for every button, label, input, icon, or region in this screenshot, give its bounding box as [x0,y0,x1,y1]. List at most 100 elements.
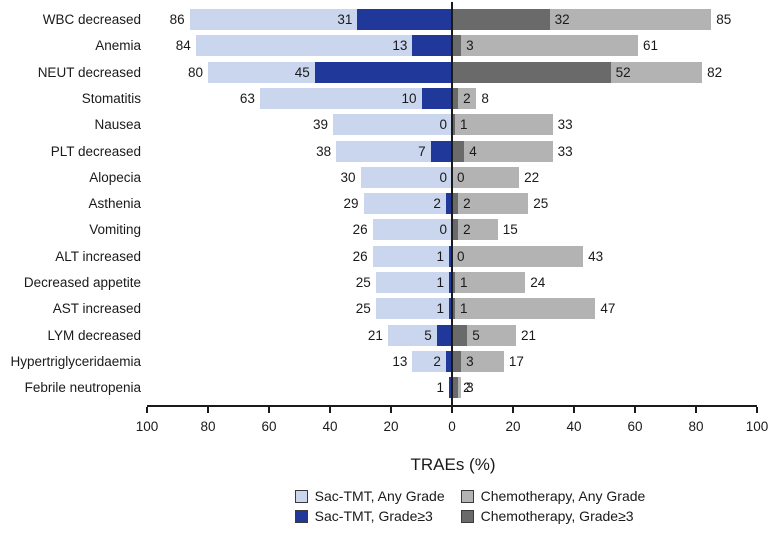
value-label-chemo-grade3: 3 [466,353,474,369]
category-label: Stomatitis [81,90,141,106]
value-label-chemo-grade3: 2 [463,380,471,396]
legend-item-sac-any-grade: Sac-TMT, Any Grade [294,487,445,505]
bar-chemo-grade3 [452,350,462,372]
x-tick-label: 0 [448,419,456,434]
value-label-chemo-any-grade: 25 [533,196,549,212]
bar-chemo-any-grade [452,298,596,320]
value-label-chemo-grade3: 2 [463,222,471,238]
category-label: LYM decreased [47,327,141,343]
value-label-chemo-grade3: 32 [554,12,570,27]
value-label-chemo-any-grade: 15 [502,222,518,238]
x-tick [268,406,270,413]
bar-sac-grade3 [448,272,452,293]
bar-sac-any-grade [375,298,452,320]
value-label-chemo-grade3: 1 [460,301,468,317]
category-label: Febrile neutropenia [24,380,141,396]
value-label-sac-grade3: 1 [436,275,444,290]
value-label-sac-any-grade: 30 [340,169,356,185]
bar-chemo-grade3 [452,272,456,293]
value-label-sac-grade3: 13 [392,38,408,54]
value-label-sac-grade3: 1 [436,301,444,317]
x-tick [512,406,514,413]
bar-sac-any-grade [333,114,452,136]
bar-sac-grade3 [445,193,452,215]
value-label-sac-any-grade: 25 [355,275,371,290]
bar-chemo-any-grade [452,114,553,136]
value-label-sac-grade3: 2 [433,196,441,212]
value-label-sac-grade3: 10 [401,90,417,106]
legend-item-chemo-grade3: Chemotherapy, Grade≥3 [460,507,646,525]
value-label-sac-any-grade: 86 [169,12,185,27]
x-tick-label: 100 [745,419,769,434]
value-label-chemo-any-grade: 61 [643,38,659,54]
value-label-chemo-any-grade: 17 [508,353,524,369]
x-tick-label: 40 [322,419,338,434]
value-label-chemo-any-grade: 3 [466,380,474,396]
bar-sac-any-grade [412,350,452,372]
zero-axis-line [451,2,453,405]
bar-sac-grade3 [448,377,452,399]
bar-chemo-any-grade [452,193,529,215]
legend-swatch-chemo-grade3 [460,509,474,523]
legend-swatch-sac-any-grade [294,489,308,503]
bar-chemo-any-grade [452,140,553,162]
category-label: AST increased [52,301,141,317]
bar-sac-any-grade [195,35,452,57]
value-label-chemo-grade3: 5 [472,327,480,343]
bar-chemo-grade3 [452,140,465,162]
x-tick-label: 60 [627,419,643,434]
category-label: WBC decreased [42,12,141,27]
bar-sac-grade3 [314,61,452,83]
value-label-chemo-grade3: 52 [615,64,631,80]
x-tick [329,406,331,413]
x-tick-label: 80 [688,419,704,434]
bar-chemo-any-grade [452,35,639,57]
bar-sac-grade3 [430,140,452,162]
x-tick-label: 40 [566,419,582,434]
x-tick-label: 20 [505,419,521,434]
x-tick-label: 20 [383,419,399,434]
value-label-chemo-grade3: 1 [460,117,468,133]
value-label-chemo-grade3: 0 [457,248,465,264]
category-label: NEUT decreased [37,64,141,80]
bar-sac-any-grade [360,166,452,188]
category-label: Hypertriglyceridaemia [10,353,141,369]
value-label-chemo-any-grade: 24 [530,275,546,290]
bar-chemo-grade3 [452,377,459,399]
legend-label-chemo-any-grade: Chemotherapy, Any Grade [480,488,646,504]
legend: Sac-TMT, Any Grade Chemotherapy, Any Gra… [160,487,771,525]
legend-label-chemo-grade3: Chemotherapy, Grade≥3 [480,508,634,524]
x-tick [451,406,453,413]
value-label-sac-grade3: 2 [433,353,441,369]
value-label-sac-any-grade: 26 [352,248,368,264]
bar-chemo-grade3 [452,61,611,83]
bar-chemo-grade3 [452,219,459,241]
category-label: Vomiting [89,222,141,238]
value-label-sac-grade3: 5 [424,327,432,343]
bar-chemo-any-grade [452,245,584,267]
value-label-sac-any-grade: 13 [392,353,408,369]
bar-sac-grade3 [448,245,452,267]
value-label-chemo-grade3: 2 [463,90,471,106]
bar-sac-any-grade [336,140,452,162]
bar-sac-any-grade [363,193,452,215]
value-label-chemo-any-grade: 22 [524,169,540,185]
bar-chemo-grade3 [452,193,459,215]
x-tick [146,406,148,413]
value-label-chemo-any-grade: 33 [557,143,573,159]
x-tick-label: 60 [261,419,277,434]
category-label: PLT decreased [50,143,141,159]
value-label-sac-any-grade: 39 [313,117,329,133]
value-label-sac-grade3: 7 [418,143,426,159]
value-label-chemo-any-grade: 21 [521,327,537,343]
category-label: Decreased appetite [23,275,141,290]
value-label-chemo-any-grade: 33 [557,117,573,133]
category-label: Alopecia [89,169,141,185]
bar-sac-any-grade [375,272,452,293]
x-axis-title: TRAEs (%) [410,455,496,474]
value-label-sac-any-grade: 80 [187,64,203,80]
bar-chemo-any-grade [452,166,520,188]
bar-sac-grade3 [436,324,452,346]
